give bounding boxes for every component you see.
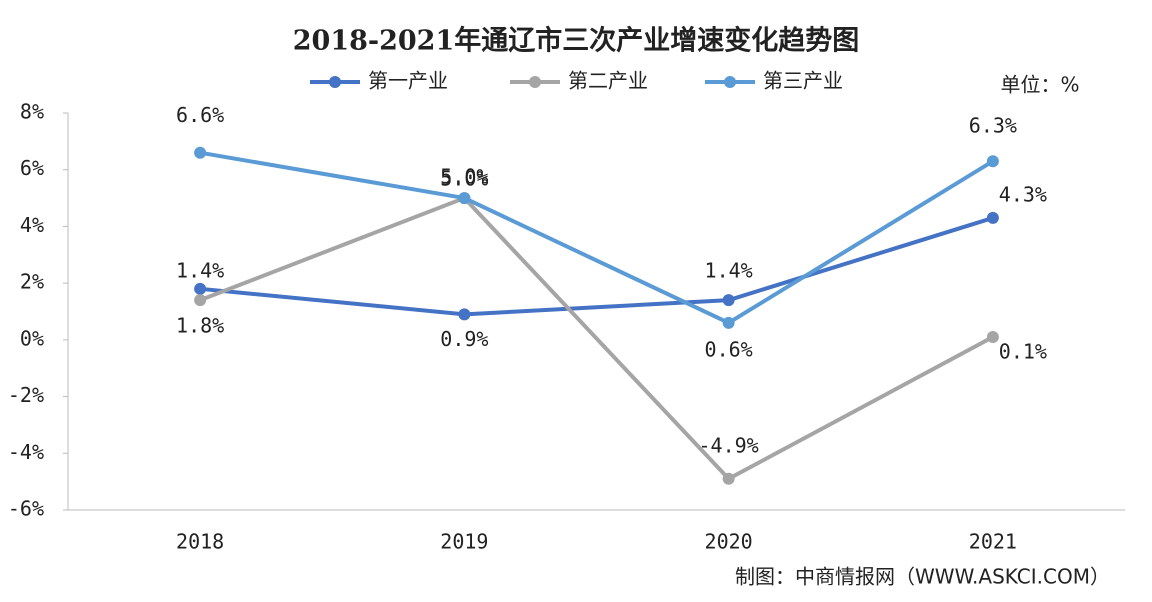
- y-tick-label: -6%: [8, 497, 44, 521]
- series-line: [199, 195, 994, 482]
- x-tick-label: 2019: [440, 530, 488, 554]
- data-point: [194, 146, 207, 159]
- y-tick-label: 8%: [20, 100, 44, 124]
- data-label: 5.0%: [440, 165, 488, 189]
- data-label: 1.4%: [705, 259, 753, 283]
- data-point: [458, 308, 471, 321]
- y-tick-label: 0%: [20, 326, 44, 350]
- series-line: [199, 216, 994, 317]
- data-label: 1.4%: [176, 259, 224, 283]
- source-note: 制图：中商情报网（WWW.ASKCI.COM）: [735, 565, 1110, 589]
- x-tick-label: 2018: [176, 530, 224, 554]
- data-point: [986, 155, 999, 168]
- data-label: -4.9%: [699, 433, 759, 457]
- data-point: [722, 316, 735, 329]
- y-tick-label: 2%: [20, 270, 44, 294]
- legend-label: 第三产业: [763, 69, 843, 93]
- data-label: 4.3%: [999, 182, 1047, 206]
- data-label: 0.6%: [705, 337, 753, 361]
- data-label: 0.1%: [999, 340, 1047, 364]
- data-label: 0.9%: [440, 327, 488, 351]
- y-tick-label: -4%: [8, 440, 44, 464]
- unit-label: 单位：%: [1000, 73, 1079, 97]
- legend-marker: [724, 76, 736, 88]
- data-label: 6.3%: [969, 114, 1017, 138]
- y-tick-label: -2%: [8, 383, 44, 407]
- data-label: 5.0%: [440, 167, 488, 191]
- x-tick-label: 2020: [705, 530, 753, 554]
- data-point: [194, 294, 207, 307]
- x-tick-label: 2021: [969, 530, 1017, 554]
- data-point: [986, 211, 999, 224]
- legend-marker: [329, 76, 341, 88]
- y-tick-label: 6%: [20, 156, 44, 180]
- legend-label: 第一产业: [368, 69, 448, 93]
- data-label: 1.8%: [176, 313, 224, 337]
- data-point: [986, 331, 999, 344]
- data-point: [194, 282, 207, 295]
- series-line: [199, 150, 994, 326]
- y-tick-label: 4%: [20, 213, 44, 237]
- data-point: [722, 472, 735, 485]
- data-label: 6.6%: [176, 103, 224, 127]
- data-point: [722, 294, 735, 307]
- legend-label: 第二产业: [568, 69, 648, 93]
- legend-marker: [529, 76, 541, 88]
- data-point: [458, 192, 471, 205]
- chart-title: 2018-2021年通辽市三次产业增速变化趋势图: [293, 25, 860, 57]
